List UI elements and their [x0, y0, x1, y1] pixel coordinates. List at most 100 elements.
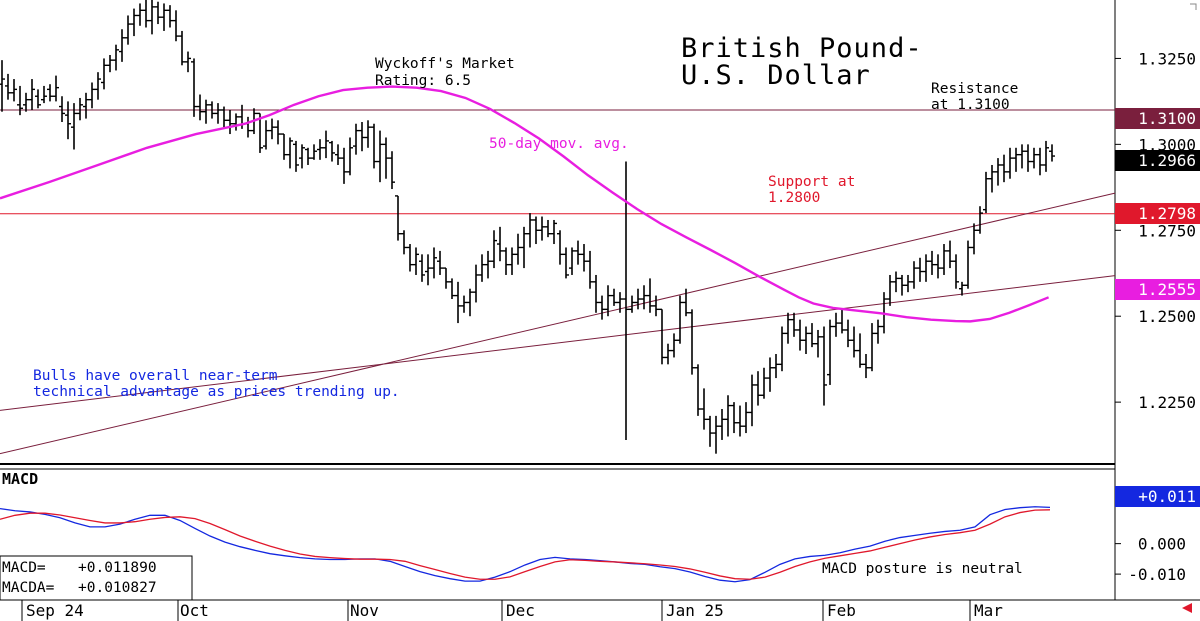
price-bar — [299, 144, 305, 169]
price-bar — [719, 409, 725, 440]
scroll-left-icon[interactable] — [1182, 603, 1192, 613]
price-bar — [203, 99, 209, 124]
price-bar — [317, 139, 323, 160]
price-bar — [977, 206, 983, 234]
price-bar — [221, 106, 227, 128]
price-bar — [5, 73, 11, 100]
price-bar — [455, 281, 461, 324]
price-bar — [425, 254, 431, 286]
price-bar — [929, 250, 935, 275]
price-bar — [209, 101, 215, 119]
resistance-tag — [1115, 108, 1200, 129]
price-bar — [257, 112, 263, 153]
price-bar — [437, 250, 443, 275]
price-bar — [413, 247, 419, 275]
price-bar — [125, 15, 131, 45]
price-bar — [725, 395, 731, 437]
price-bar — [737, 405, 743, 437]
support-tag-label: 1.2798 — [1138, 204, 1196, 223]
date-tick-label: Oct — [180, 601, 209, 620]
level-lines — [0, 109, 1115, 215]
price-bar — [1025, 144, 1031, 172]
price-bar — [983, 171, 989, 214]
price-bar — [611, 288, 617, 306]
price-bar — [599, 295, 605, 320]
price-bar — [815, 329, 821, 358]
price-bar — [473, 264, 479, 303]
ma-tag — [1115, 279, 1200, 300]
price-bar — [365, 120, 371, 148]
commentary-line2: technical advantage as prices trending u… — [33, 384, 400, 400]
price-bar — [797, 319, 803, 351]
price-bar — [161, 3, 167, 31]
price-bar — [713, 415, 719, 454]
price-bar — [623, 161, 629, 440]
price-bar — [89, 82, 95, 109]
price-bar — [923, 254, 929, 282]
price-bar — [0, 60, 5, 112]
price-bar — [899, 274, 905, 296]
price-bar — [593, 274, 599, 313]
price-bar — [305, 147, 311, 165]
price-bar — [851, 326, 857, 358]
price-bar — [113, 44, 119, 71]
ma-tag-label: 1.2555 — [1138, 280, 1196, 299]
price-bar — [173, 10, 179, 42]
price-bar — [689, 309, 695, 375]
price-bar — [197, 94, 203, 121]
commentary-line1: Bulls have overall near-term — [33, 368, 278, 384]
macd-lines — [0, 506, 1051, 583]
price-bar — [359, 122, 365, 152]
price-bar — [149, 0, 155, 35]
price-bar — [23, 92, 29, 112]
price-bar — [1049, 144, 1055, 162]
price-bar — [461, 295, 467, 313]
price-bar — [581, 244, 587, 272]
macd-readout-box — [0, 555, 193, 601]
price-bar — [839, 309, 845, 334]
price-bar — [353, 123, 359, 155]
macd-comment: MACD posture is neutral — [822, 561, 1023, 577]
price-bar — [767, 357, 773, 392]
price-bar — [605, 285, 611, 317]
price-bar — [491, 230, 497, 269]
price-bar — [809, 323, 815, 348]
price-bar — [131, 8, 137, 37]
price-bar — [749, 374, 755, 427]
resistance-note-line2: at 1.3100 — [931, 97, 1010, 113]
price-bar — [347, 137, 353, 176]
price-bar — [935, 254, 941, 279]
resistance-tag-label: 1.3100 — [1138, 109, 1196, 128]
price-bar — [653, 295, 659, 317]
price-bar — [821, 326, 827, 406]
price-bar — [431, 247, 437, 279]
macd-readout-value: +0.011890 — [78, 560, 157, 576]
price-axis: 1.3250 1.3000 1.2750 1.2500 1.2250 — [1115, 49, 1196, 412]
price-bar — [335, 144, 341, 165]
price-bar — [467, 288, 473, 317]
date-tick-label: Feb — [827, 601, 856, 620]
macd-line — [0, 506, 1051, 583]
macd-tick-label: 0.000 — [1138, 535, 1186, 554]
price-bar — [1007, 147, 1013, 179]
resistance-note-line1: Resistance — [931, 81, 1018, 97]
ma-caption: 50-day mov. avg. — [489, 136, 629, 152]
price-bar — [845, 319, 851, 348]
price-bar — [143, 0, 149, 28]
price-bar — [893, 271, 899, 293]
rating-line1: Wyckoff's Market — [375, 56, 515, 72]
price-bar — [887, 274, 893, 306]
macda-readout-value: +0.010827 — [78, 580, 157, 596]
price-bar — [635, 288, 641, 310]
price-bar — [227, 109, 233, 135]
trendline-1 — [0, 192, 1116, 455]
price-bar — [587, 250, 593, 289]
price-bar — [545, 219, 551, 238]
price-tick-label: 1.3250 — [1138, 49, 1196, 68]
price-bar — [695, 364, 701, 416]
price-bar — [41, 85, 47, 104]
price-bar — [761, 367, 767, 399]
price-bar — [551, 219, 557, 245]
price-bar — [179, 30, 185, 66]
